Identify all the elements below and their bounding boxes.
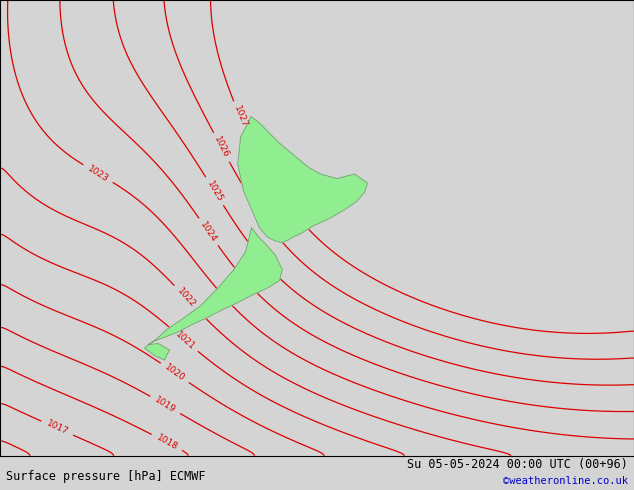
Polygon shape [238, 117, 368, 243]
Text: 1017: 1017 [45, 419, 70, 437]
Text: 1027: 1027 [231, 104, 249, 129]
Text: 1019: 1019 [153, 395, 178, 415]
Text: 1024: 1024 [198, 220, 219, 244]
Polygon shape [145, 343, 169, 360]
Text: 1018: 1018 [155, 433, 179, 452]
Text: Surface pressure [hPa] ECMWF: Surface pressure [hPa] ECMWF [6, 469, 206, 483]
Text: 1022: 1022 [175, 286, 197, 309]
Text: 1026: 1026 [212, 135, 231, 160]
Polygon shape [148, 228, 282, 344]
Text: 1025: 1025 [205, 179, 224, 203]
Text: 1023: 1023 [86, 164, 110, 184]
Text: 1021: 1021 [173, 329, 197, 351]
Text: ©weatheronline.co.uk: ©weatheronline.co.uk [503, 476, 628, 486]
Text: 1020: 1020 [163, 363, 186, 383]
Text: Su 05-05-2024 00:00 UTC (00+96): Su 05-05-2024 00:00 UTC (00+96) [407, 458, 628, 471]
